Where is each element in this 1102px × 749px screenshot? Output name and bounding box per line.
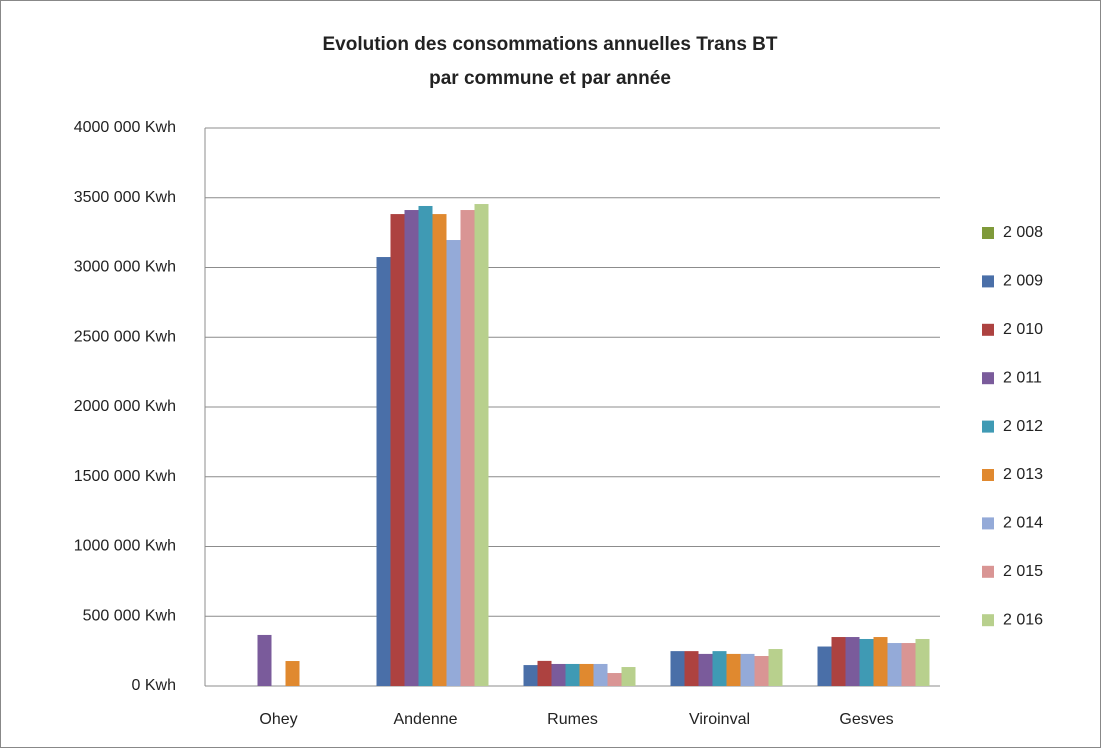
x-tick-label: Andenne xyxy=(393,711,457,728)
bar xyxy=(446,240,461,686)
legend-label: 2 009 xyxy=(1003,273,1043,290)
bar xyxy=(754,656,769,686)
legend-label: 2 010 xyxy=(1003,321,1043,338)
legend-swatch xyxy=(982,469,994,481)
bar xyxy=(873,637,888,686)
legend-label: 2 008 xyxy=(1003,224,1043,241)
y-tick-label: 1000 000 Kwh xyxy=(74,538,176,555)
bar xyxy=(621,667,636,686)
y-tick-label: 1500 000 Kwh xyxy=(74,468,176,485)
bar xyxy=(418,205,433,686)
bar xyxy=(684,651,699,686)
bar xyxy=(579,663,594,686)
chart-title: Evolution des consommations annuelles Tr… xyxy=(322,34,777,55)
legend-swatch xyxy=(982,565,994,578)
bar xyxy=(859,638,874,686)
legend-label: 2 011 xyxy=(1003,369,1042,386)
bar xyxy=(901,643,916,686)
bar xyxy=(831,637,846,686)
x-tick-label: Viroinval xyxy=(689,711,750,728)
bar xyxy=(551,663,566,686)
bar xyxy=(712,651,727,686)
bar xyxy=(474,204,489,686)
bar xyxy=(593,663,608,686)
legend-swatch xyxy=(982,614,994,627)
legend-swatch xyxy=(982,323,994,336)
bar xyxy=(523,665,538,686)
bar xyxy=(768,649,783,686)
bar xyxy=(257,634,272,686)
chart-title: par commune et par année xyxy=(429,68,671,89)
bar xyxy=(285,661,300,686)
x-tick-label: Ohey xyxy=(259,711,297,728)
y-tick-label: 3000 000 Kwh xyxy=(74,259,176,276)
y-tick-label: 2500 000 Kwh xyxy=(74,328,176,345)
x-tick-label: Rumes xyxy=(547,711,598,728)
legend-swatch xyxy=(982,517,994,530)
legend-swatch xyxy=(982,275,994,288)
y-tick-label: 500 000 Kwh xyxy=(83,607,176,624)
legend-swatch xyxy=(982,372,994,385)
bar xyxy=(390,214,405,686)
bar xyxy=(460,210,475,686)
bar xyxy=(670,651,685,686)
legend-label: 2 014 xyxy=(1003,515,1043,532)
legend-label: 2 015 xyxy=(1003,563,1043,580)
bar xyxy=(726,653,741,686)
legend-swatch xyxy=(982,227,994,239)
bar xyxy=(740,653,755,686)
legend-label: 2 013 xyxy=(1003,466,1043,483)
bar xyxy=(698,653,713,686)
bar xyxy=(915,638,930,686)
x-tick-label: Gesves xyxy=(839,711,893,728)
legend-label: 2 016 xyxy=(1003,611,1043,628)
bar xyxy=(887,643,902,686)
y-tick-label: 0 Kwh xyxy=(132,677,176,694)
y-tick-label: 2000 000 Kwh xyxy=(74,398,176,415)
y-tick-label: 3500 000 Kwh xyxy=(74,189,176,206)
bar xyxy=(607,673,622,686)
legend-label: 2 012 xyxy=(1003,418,1043,435)
bar xyxy=(845,637,860,686)
legend-swatch xyxy=(982,420,994,433)
bar xyxy=(376,257,391,686)
bar xyxy=(404,210,419,686)
y-tick-label: 4000 000 Kwh xyxy=(74,119,176,136)
bar xyxy=(432,214,447,686)
bar xyxy=(817,646,832,686)
bar xyxy=(537,660,552,686)
bar xyxy=(565,663,580,686)
